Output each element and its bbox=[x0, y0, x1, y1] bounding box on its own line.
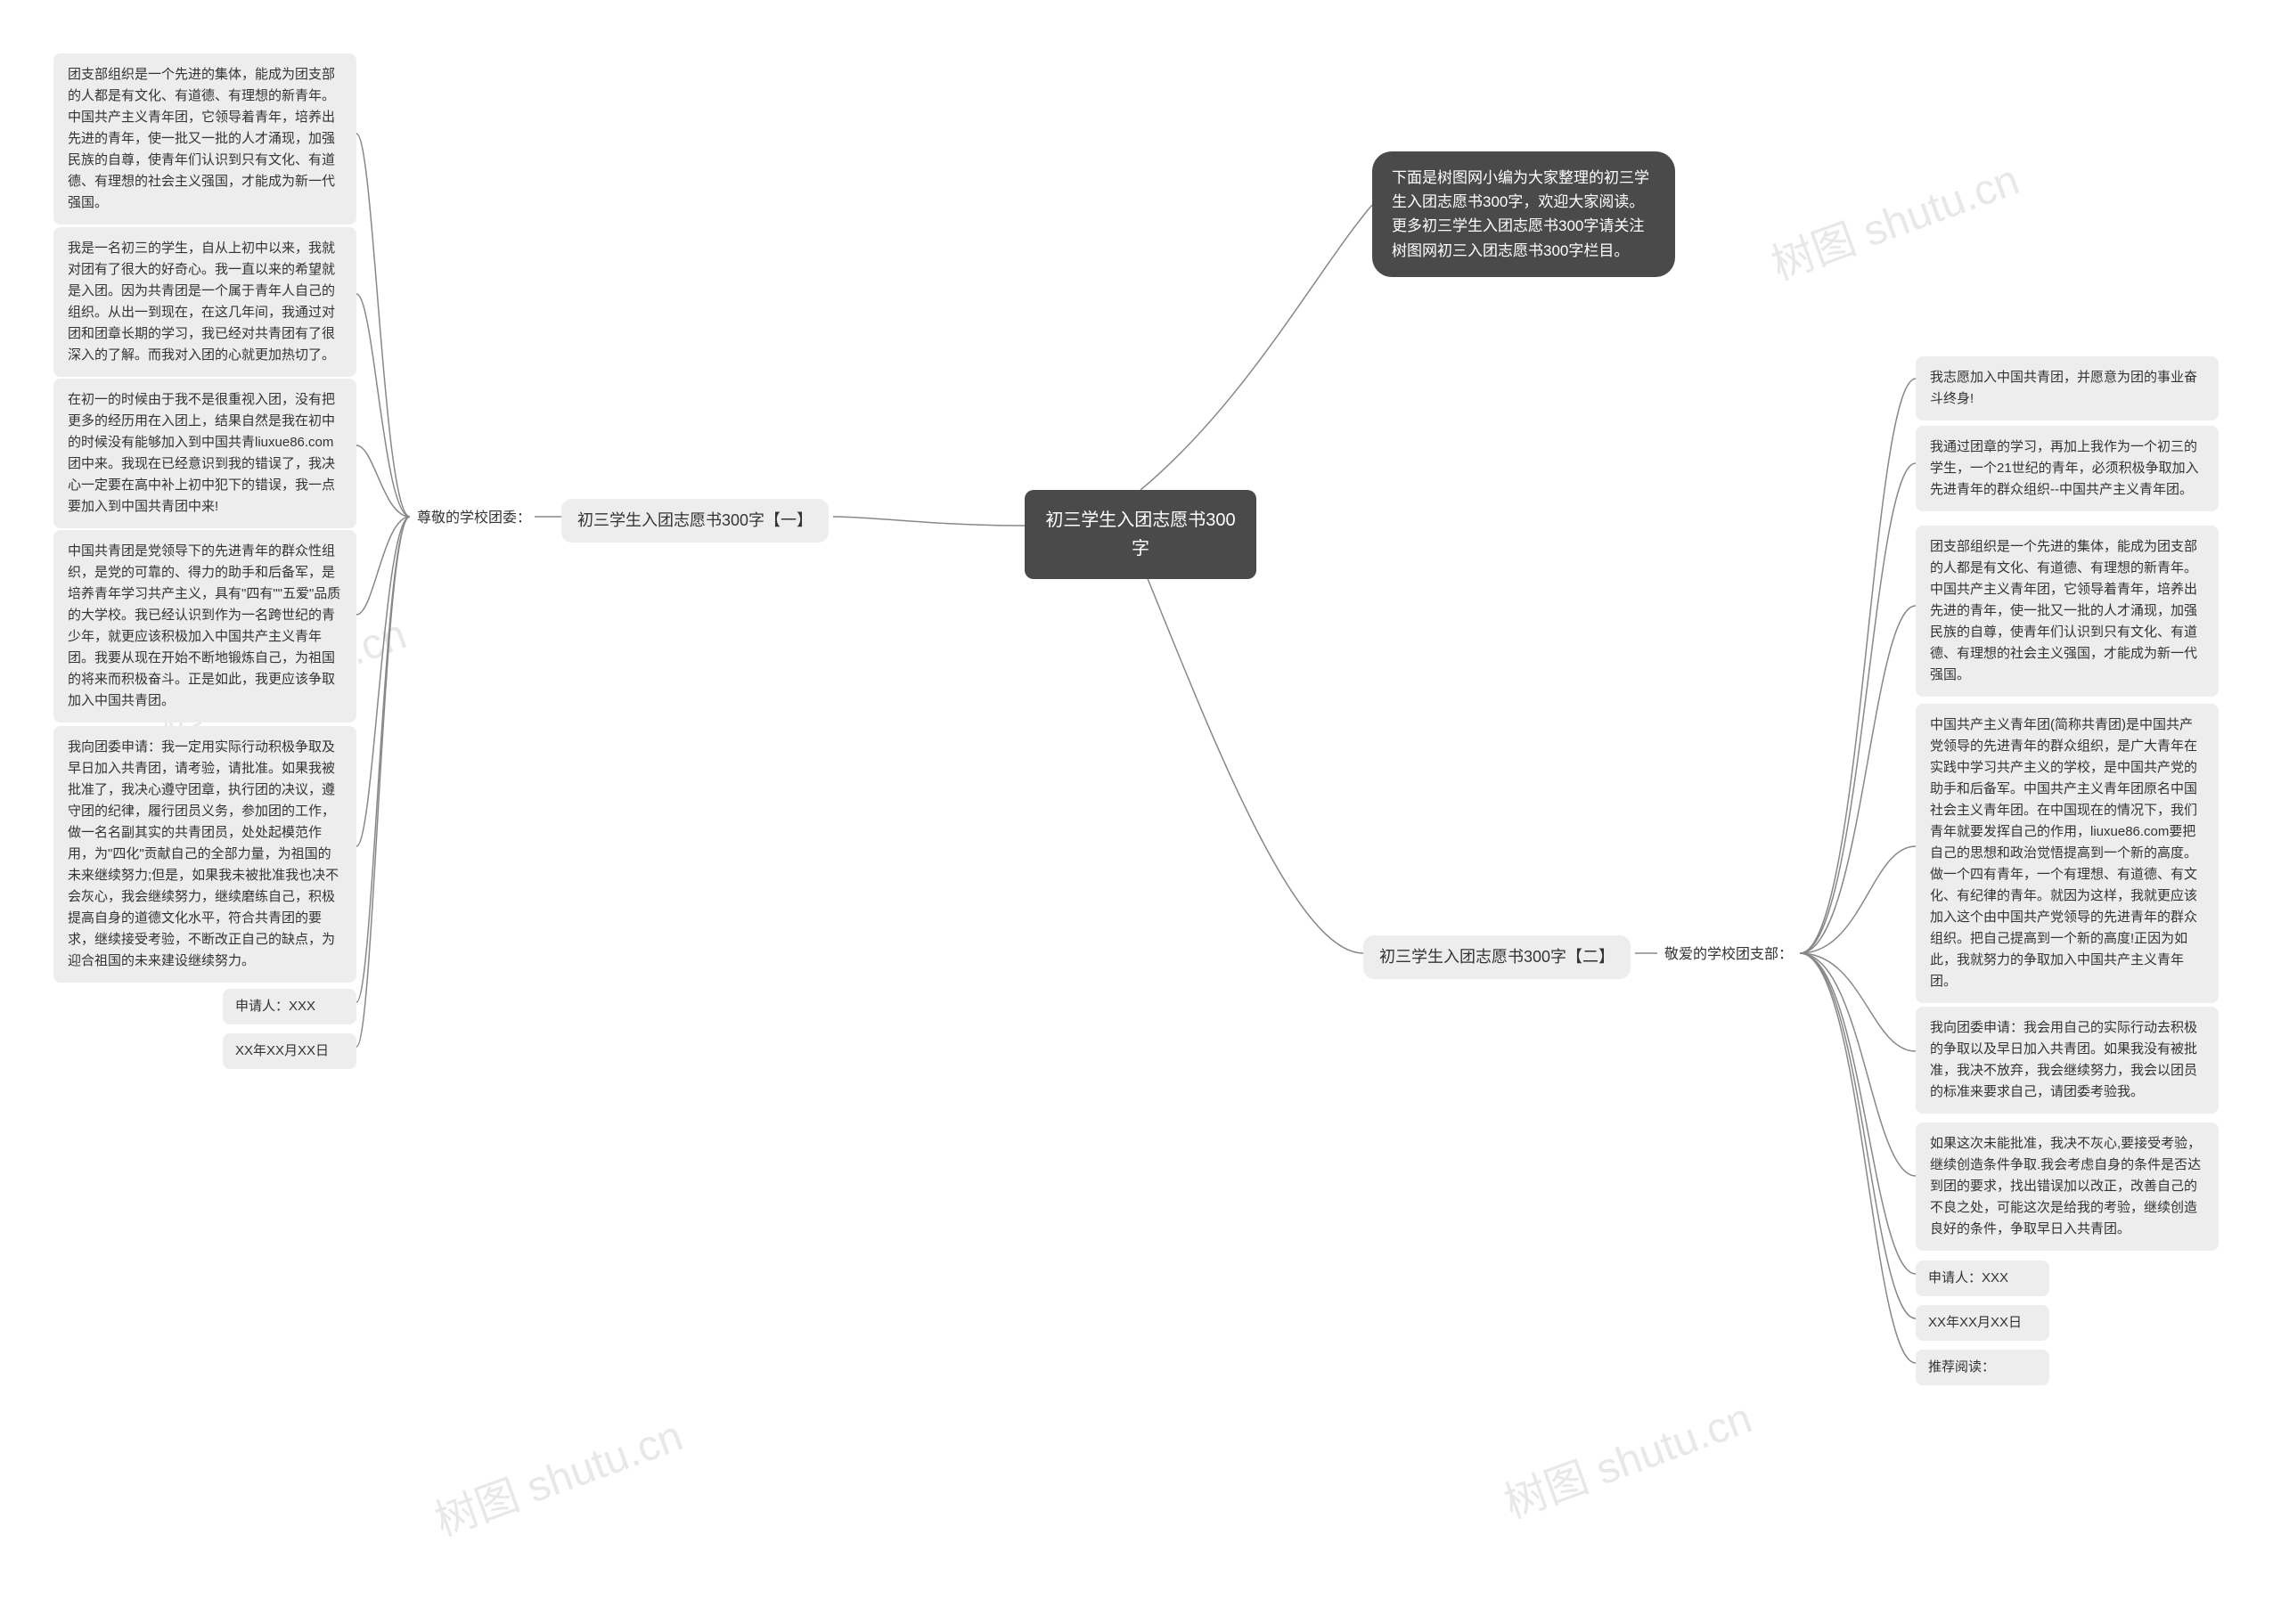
root-node[interactable]: 初三学生入团志愿书300字 bbox=[1025, 490, 1256, 579]
leaf-node: 团支部组织是一个先进的集体，能成为团支部的人都是有文化、有道德、有理想的新青年。… bbox=[53, 53, 356, 224]
watermark: 树图 shutu.cn bbox=[1762, 144, 2026, 291]
branch-one[interactable]: 初三学生入团志愿书300字【一】 bbox=[561, 499, 829, 543]
leaf-node: 申请人：XXX bbox=[223, 989, 356, 1024]
watermark: 树图 shutu.cn bbox=[1494, 1383, 1759, 1530]
branch-two-sub: 敬爱的学校团支部： bbox=[1657, 940, 1800, 970]
leaf-node: 如果这次未能批准，我决不灰心,要接受考验，继续创造条件争取.我会考虑自身的条件是… bbox=[1916, 1122, 2219, 1251]
watermark: 树图 shutu.cn bbox=[425, 1400, 690, 1547]
intro-node: 下面是树图网小编为大家整理的初三学生入团志愿书300字，欢迎大家阅读。更多初三学… bbox=[1372, 151, 1675, 277]
leaf-node: XX年XX月XX日 bbox=[1916, 1305, 2049, 1341]
leaf-node: 申请人：XXX bbox=[1916, 1261, 2049, 1296]
branch-two[interactable]: 初三学生入团志愿书300字【二】 bbox=[1363, 935, 1631, 979]
leaf-node: 团支部组织是一个先进的集体，能成为团支部的人都是有文化、有道德、有理想的新青年。… bbox=[1916, 526, 2219, 697]
leaf-node: 我是一名初三的学生，自从上初中以来，我就对团有了很大的好奇心。我一直以来的希望就… bbox=[53, 227, 356, 377]
leaf-node: 我通过团章的学习，再加上我作为一个初三的学生，一个21世纪的青年，必须积极争取加… bbox=[1916, 426, 2219, 511]
branch-one-sub: 尊敬的学校团委： bbox=[410, 503, 538, 534]
leaf-node: XX年XX月XX日 bbox=[223, 1033, 356, 1069]
leaf-node: 我向团委申请：我一定用实际行动积极争取及早日加入共青团，请考验，请批准。如果我被… bbox=[53, 726, 356, 983]
leaf-node: 中国共产主义青年团(简称共青团)是中国共产党领导的先进青年的群众组织，是广大青年… bbox=[1916, 704, 2219, 1003]
leaf-node: 我志愿加入中国共青团，并愿意为团的事业奋斗终身! bbox=[1916, 356, 2219, 420]
leaf-node: 推荐阅读： bbox=[1916, 1350, 2049, 1385]
leaf-node: 中国共青团是党领导下的先进青年的群众性组织，是党的可靠的、得力的助手和后备军，是… bbox=[53, 530, 356, 722]
leaf-node: 我向团委申请：我会用自己的实际行动去积极的争取以及早日加入共青团。如果我没有被批… bbox=[1916, 1007, 2219, 1114]
leaf-node: 在初一的时候由于我不是很重视入团，没有把更多的经历用在入团上，结果自然是我在初中… bbox=[53, 379, 356, 528]
